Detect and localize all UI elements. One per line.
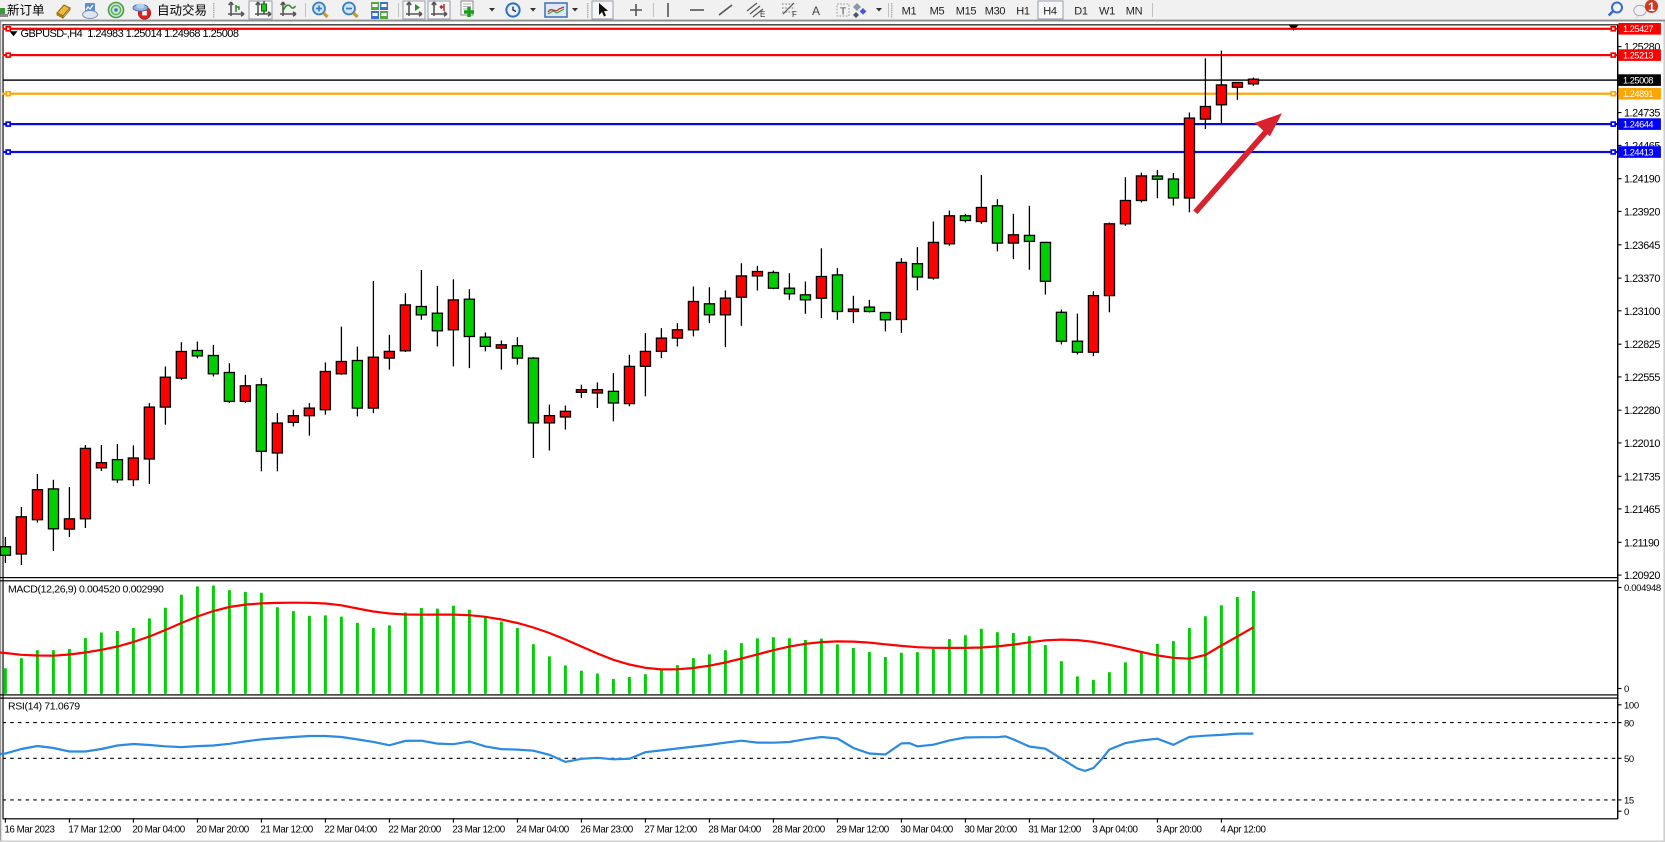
svg-text:15: 15: [1624, 796, 1634, 807]
svg-text:24 Mar 04:00: 24 Mar 04:00: [516, 825, 569, 836]
svg-text:29 Mar 12:00: 29 Mar 12:00: [836, 825, 889, 836]
svg-text:27 Mar 12:00: 27 Mar 12:00: [644, 825, 697, 836]
svg-text:1.25213: 1.25213: [1623, 51, 1653, 61]
svg-text:0: 0: [1624, 807, 1629, 818]
svg-text:100: 100: [1624, 701, 1639, 712]
svg-text:新订单: 新订单: [7, 3, 45, 18]
svg-text:23 Mar 12:00: 23 Mar 12:00: [452, 825, 505, 836]
svg-text:1.24644: 1.24644: [1623, 120, 1653, 130]
svg-text:30 Mar 20:00: 30 Mar 20:00: [964, 825, 1017, 836]
svg-text:0: 0: [1624, 684, 1629, 695]
svg-text:1.25427: 1.25427: [1623, 24, 1653, 34]
svg-text:1.23645: 1.23645: [1624, 240, 1660, 252]
svg-text:16 Mar 2023: 16 Mar 2023: [4, 825, 55, 836]
svg-text:A: A: [812, 4, 820, 18]
svg-text:1.24190: 1.24190: [1624, 174, 1660, 186]
svg-text:H1: H1: [1016, 6, 1030, 18]
svg-text:1.24735: 1.24735: [1624, 108, 1660, 120]
svg-text:28 Mar 04:00: 28 Mar 04:00: [708, 825, 761, 836]
svg-text:1.23100: 1.23100: [1624, 306, 1660, 318]
svg-text:MN: MN: [1126, 6, 1143, 18]
svg-text:26 Mar 23:00: 26 Mar 23:00: [580, 825, 633, 836]
svg-text:F: F: [792, 10, 797, 19]
svg-text:W1: W1: [1099, 6, 1115, 18]
svg-text:自动交易: 自动交易: [157, 3, 207, 18]
svg-text:1.22825: 1.22825: [1624, 339, 1660, 351]
svg-text:17 Mar 12:00: 17 Mar 12:00: [68, 825, 121, 836]
svg-text:4 Apr 12:00: 4 Apr 12:00: [1220, 825, 1266, 836]
svg-text:3 Apr 20:00: 3 Apr 20:00: [1156, 825, 1202, 836]
svg-text:1.20920: 1.20920: [1624, 570, 1660, 582]
svg-text:1.23920: 1.23920: [1624, 206, 1660, 218]
svg-text:RSI(14) 71.0679: RSI(14) 71.0679: [8, 701, 80, 713]
svg-text:22 Mar 20:00: 22 Mar 20:00: [388, 825, 441, 836]
svg-text:0.004948: 0.004948: [1624, 583, 1661, 594]
svg-text:M5: M5: [930, 6, 945, 18]
svg-text:1.21735: 1.21735: [1624, 471, 1660, 483]
svg-text:GBPUSD-,H4 1.24983 1.25014 1.: GBPUSD-,H4 1.24983 1.25014 1.24968 1.250…: [21, 28, 239, 40]
svg-text:22 Mar 04:00: 22 Mar 04:00: [324, 825, 377, 836]
svg-text:28 Mar 20:00: 28 Mar 20:00: [772, 825, 825, 836]
svg-text:MACD(12,26,9) 0.004520 0.00299: MACD(12,26,9) 0.004520 0.002990: [8, 584, 164, 596]
svg-text:1.22280: 1.22280: [1624, 405, 1660, 417]
svg-text:T: T: [840, 7, 846, 18]
svg-text:M30: M30: [985, 6, 1006, 18]
svg-text:M1: M1: [902, 6, 917, 18]
svg-text:1.24413: 1.24413: [1623, 147, 1653, 157]
svg-text:1.21190: 1.21190: [1624, 537, 1660, 549]
svg-text:1.23370: 1.23370: [1624, 273, 1660, 285]
svg-text:D1: D1: [1074, 6, 1088, 18]
svg-text:30 Mar 04:00: 30 Mar 04:00: [900, 825, 953, 836]
svg-text:M15: M15: [956, 6, 977, 18]
svg-text:3 Apr 04:00: 3 Apr 04:00: [1092, 825, 1138, 836]
svg-text:1.24891: 1.24891: [1623, 89, 1653, 99]
svg-text:H4: H4: [1043, 6, 1057, 18]
svg-text:31 Mar 12:00: 31 Mar 12:00: [1028, 825, 1081, 836]
svg-text:1.22010: 1.22010: [1624, 438, 1660, 450]
svg-text:1.22555: 1.22555: [1624, 372, 1660, 384]
svg-text:50: 50: [1624, 754, 1634, 765]
svg-text:80: 80: [1624, 718, 1634, 729]
svg-text:20 Mar 04:00: 20 Mar 04:00: [132, 825, 185, 836]
svg-text:20 Mar 20:00: 20 Mar 20:00: [196, 825, 249, 836]
svg-text:21 Mar 12:00: 21 Mar 12:00: [260, 825, 313, 836]
svg-text:1.21465: 1.21465: [1624, 504, 1660, 516]
svg-text:1.25008: 1.25008: [1623, 76, 1653, 86]
svg-text:1: 1: [1648, 0, 1655, 14]
svg-text:E: E: [760, 10, 765, 19]
